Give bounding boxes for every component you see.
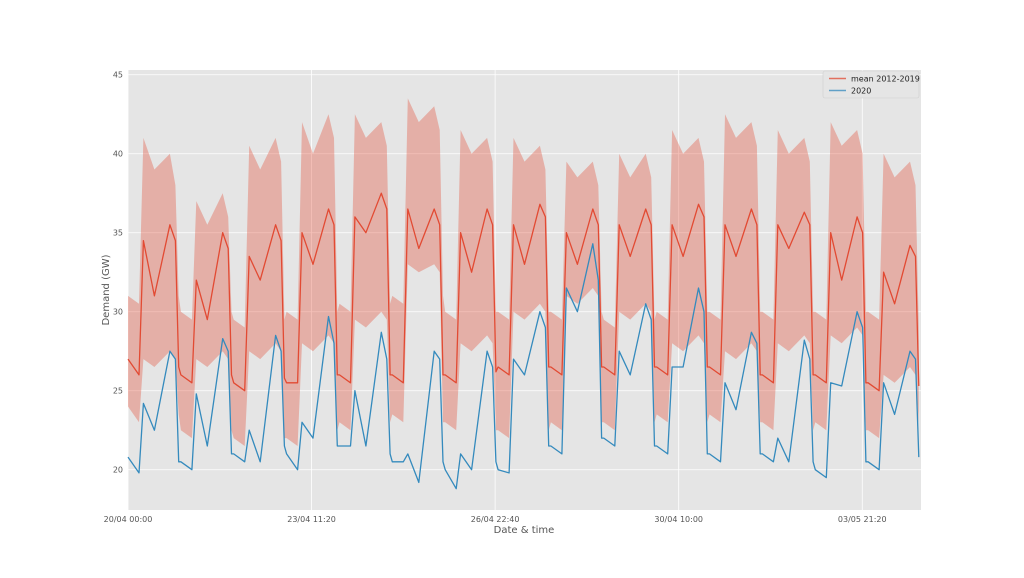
series-line-mean-2012-2019: [127, 192, 920, 392]
series-lines: [127, 192, 920, 490]
x-tick-label: 26/04 22:40: [471, 515, 520, 524]
legend-label-mean: mean 2012-2019: [851, 75, 920, 84]
y-tick-label: 45: [113, 71, 123, 80]
y-tick-label: 30: [113, 308, 123, 317]
legend-label-2020: 2020: [851, 87, 871, 96]
y-tick-label: 25: [113, 387, 123, 396]
legend: mean 2012-2019 2020: [822, 70, 920, 99]
y-tick-label: 20: [113, 466, 123, 475]
plot-background: [128, 70, 921, 510]
x-tick-label: 20/04 00:00: [104, 515, 153, 524]
x-axis-label: Date & time: [494, 525, 555, 536]
y-tick-labels: 20 25 30 35 40 45: [113, 71, 123, 475]
x-tick-label: 03/05 21:20: [838, 515, 887, 524]
y-axis-label: Demand (GW): [101, 254, 112, 325]
x-tick-label: 30/04 10:00: [654, 515, 703, 524]
x-tick-label: 23/04 11:20: [287, 515, 336, 524]
legend-box: [822, 70, 920, 99]
series-line-2020: [127, 243, 920, 490]
grid-lines: [127, 70, 921, 510]
y-tick-label: 35: [113, 229, 123, 238]
x-tick-labels: 20/04 00:00 23/04 11:20 26/04 22:40 30/04 1…: [104, 515, 887, 524]
y-tick-label: 40: [113, 150, 123, 159]
